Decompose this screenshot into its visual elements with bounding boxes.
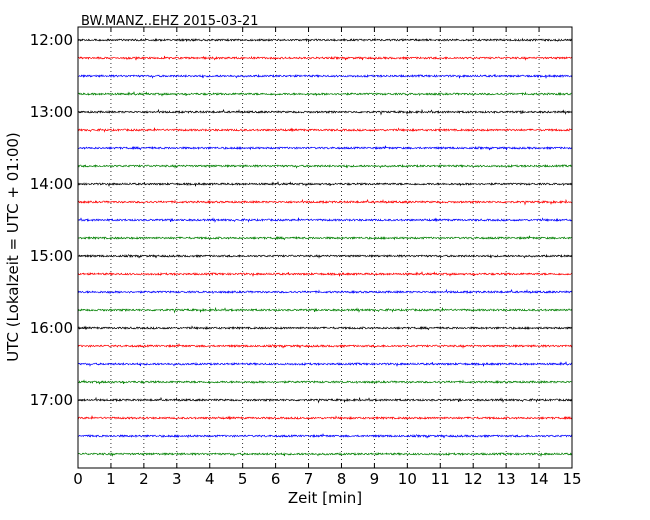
seismogram-trace: [77, 396, 573, 404]
seismogram-trace: [77, 73, 573, 79]
x-tick-label: 7: [304, 470, 314, 488]
seismogram-trace: [77, 271, 573, 277]
x-tick-label: 12: [464, 470, 483, 488]
x-tick-label: 2: [139, 470, 149, 488]
seismogram-trace: [77, 217, 573, 223]
seismogram-trace: [77, 127, 573, 133]
plot-frame: [77, 26, 573, 469]
seismogram-trace: [77, 451, 573, 457]
y-tick-label: 13:00: [30, 103, 73, 121]
x-tick-label: 10: [398, 470, 417, 488]
seismogram-trace: [77, 361, 573, 367]
seismogram-trace: [77, 145, 573, 151]
x-tick-label: 13: [497, 470, 516, 488]
x-tick-label: 6: [271, 470, 281, 488]
seismogram-trace: [77, 91, 573, 97]
seismogram-trace: [77, 415, 573, 421]
seismogram-trace: [77, 433, 573, 439]
seismogram-traces: [77, 37, 573, 457]
y-axis-label: UTC (Lokalzeit = UTC + 01:00): [4, 132, 22, 362]
seismogram-trace: [77, 306, 573, 314]
seismogram-trace: [77, 325, 573, 331]
x-tick-label: 15: [562, 470, 581, 488]
seismogram-trace: [77, 288, 573, 295]
x-tick-label: 8: [337, 470, 347, 488]
y-tick-label: 12:00: [30, 31, 73, 49]
seismogram-trace: [77, 181, 573, 187]
seismogram-trace: [77, 108, 573, 116]
x-tick-label: 11: [431, 470, 450, 488]
y-tick-label: 17:00: [30, 391, 73, 409]
chart-title: BW.MANZ..EHZ 2015-03-21: [81, 14, 259, 29]
seismogram-trace: [77, 379, 573, 385]
x-tick-label: 0: [73, 470, 83, 488]
seismogram-trace: [77, 55, 573, 61]
x-tick-label: 4: [205, 470, 215, 488]
y-tick-label: 14:00: [30, 175, 73, 193]
x-tick-label: 14: [530, 470, 549, 488]
x-axis-label: Zeit [min]: [288, 489, 362, 507]
x-tick-label: 3: [172, 470, 182, 488]
y-axis-ticks: 12:00 13:00 14:00 15:00 16:00 17:00: [30, 31, 572, 409]
seismogram-trace: [77, 163, 573, 169]
x-tick-label: 9: [370, 470, 380, 488]
seismogram-trace: [77, 198, 573, 206]
y-tick-label: 16:00: [30, 319, 73, 337]
seismogram-trace: [77, 235, 573, 241]
x-axis-ticks: 0 1 2 3 4 5 6 7 8 9 10 11 12 13 14 15: [73, 27, 582, 488]
y-tick-label: 15:00: [30, 247, 73, 265]
x-tick-label: 1: [106, 470, 116, 488]
seismogram-trace: [77, 253, 573, 259]
x-tick-label: 5: [238, 470, 248, 488]
seismogram-trace: [77, 37, 573, 43]
seismogram-trace: [77, 343, 573, 349]
grid-lines: [110, 27, 540, 468]
